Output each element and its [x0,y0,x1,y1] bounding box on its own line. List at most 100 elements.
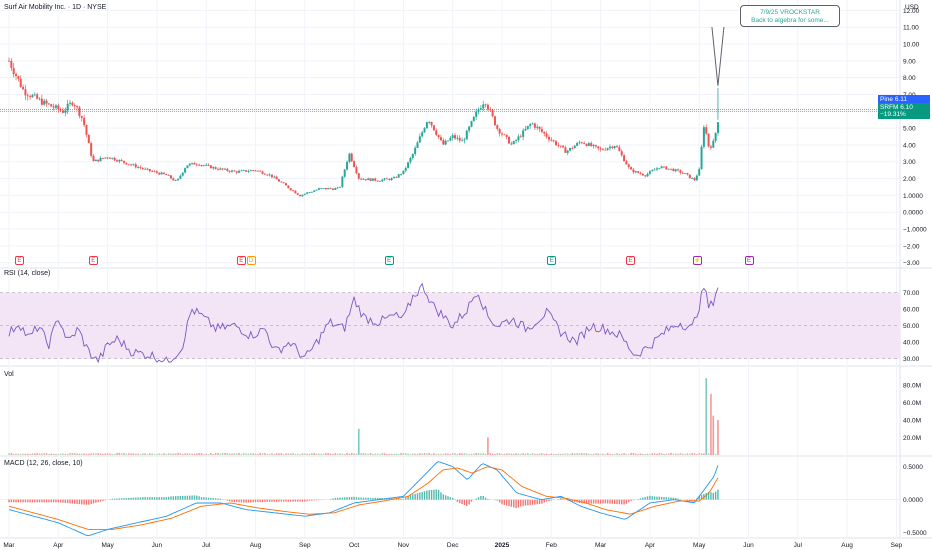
macd-legend[interactable]: MACD (12, 26, close, 10) [4,460,83,467]
macd-histogram-bar [66,499,69,504]
volume-bar [235,453,238,455]
macd-histogram-bar [510,499,513,507]
earnings-event-badge[interactable]: E [744,256,754,265]
volume-bar [280,453,283,455]
volume-bar [710,393,712,455]
macd-histogram-bar [656,496,658,500]
macd-histogram-bar [613,499,616,504]
macd-histogram-bar [628,499,630,503]
earnings-event-badge[interactable]: E [14,256,24,265]
volume-bar [578,453,581,455]
macd-histogram-bar [484,497,487,500]
macd-histogram-bar [466,499,468,507]
volume-bar [548,454,550,455]
volume-bar [292,452,294,455]
rsi-legend[interactable]: RSI (14, close) [4,270,51,277]
volume-bar [674,453,677,455]
macd-histogram-bar [442,494,445,500]
candle-body [76,106,79,108]
volume-bar [120,453,123,455]
candle-body [378,181,381,182]
macd-histogram-bar [534,499,536,505]
candle-body [207,164,210,166]
macd-histogram-bar [677,498,679,500]
candle-body [169,175,172,179]
price-tick-label: 4.00 [903,142,916,149]
candle-body [83,117,86,125]
macd-histogram-bar [132,497,135,500]
candle-body [186,165,189,169]
idea-callout[interactable]: 7/9/25 VROCKSTAR Back to algebra for som… [740,5,840,27]
macd-histogram-bar [714,491,717,500]
earnings-event-badge[interactable]: E [236,256,246,265]
currency-label[interactable]: USD [905,4,919,11]
macd-histogram-bar [113,498,116,500]
x-tick-label: Nov [398,542,410,549]
earnings-event-badge[interactable]: E [547,256,557,265]
macd-histogram-bar [135,497,137,500]
candle-body [604,149,607,151]
candle-body [695,175,698,181]
volume-bar [552,453,555,455]
volume-bar [151,453,154,455]
candle-body [648,171,651,174]
volume-bar [592,454,595,455]
candle-body [322,188,325,189]
macd-histogram-bar [543,499,545,503]
earnings-event-badge[interactable]: D [246,256,256,265]
macd-histogram-bar [118,498,121,500]
macd-histogram-bar [76,499,78,504]
volume-bar [416,453,419,455]
volume-bar [667,453,670,455]
volume-bar [369,453,372,455]
macd-histogram-bar [81,499,83,505]
candle-body [137,167,140,168]
callout-text: Back to algebra for some... [751,16,829,24]
symbol-title[interactable]: Surf Air Mobility Inc. · 1D · NYSE [4,4,107,11]
pine-tag-label: Pine [880,96,894,103]
earnings-event-badge[interactable]: E [384,256,394,265]
earnings-event-badge[interactable]: ⚡ [692,256,702,265]
volume-legend[interactable]: Vol [4,371,14,378]
volume-bar [306,453,308,455]
candle-body [8,60,10,62]
callout-author: 7/9/25 VROCKSTAR [760,9,820,16]
candle-body [17,75,20,79]
macd-histogram-bar [38,499,41,503]
macd-histogram-bar [231,499,233,502]
volume-bar [468,453,470,455]
candle-body [85,124,88,135]
candle-body [684,173,687,174]
volume-bar [132,453,135,455]
volume-bar [428,453,431,455]
earnings-event-badge[interactable]: E [626,256,636,265]
candle-body [411,154,414,158]
candle-body [238,170,241,173]
macd-histogram-bar [57,499,59,503]
candle-body [458,137,461,141]
candle-body [524,128,527,131]
volume-bar [346,452,348,455]
volume-bar [242,452,245,455]
candle-body [428,121,431,123]
macd-histogram-bar [348,497,351,500]
candle-body [97,159,100,162]
pine-price-tag: Pine 6.11 [878,95,930,104]
candle-body [151,171,154,172]
candle-body [191,162,194,164]
candle-body [400,174,403,175]
candle-body [179,175,182,179]
candle-body [134,164,137,168]
volume-bar [700,453,703,455]
candle-body [155,171,158,173]
volume-bar [278,453,280,455]
candle-body [148,169,151,172]
volume-bar [45,453,48,455]
volume-bar [174,453,177,455]
candle-body [294,190,297,194]
candle-body [19,78,22,87]
rsi-tick-label: 70.00 [903,290,920,297]
earnings-event-badge[interactable]: E [88,256,98,265]
